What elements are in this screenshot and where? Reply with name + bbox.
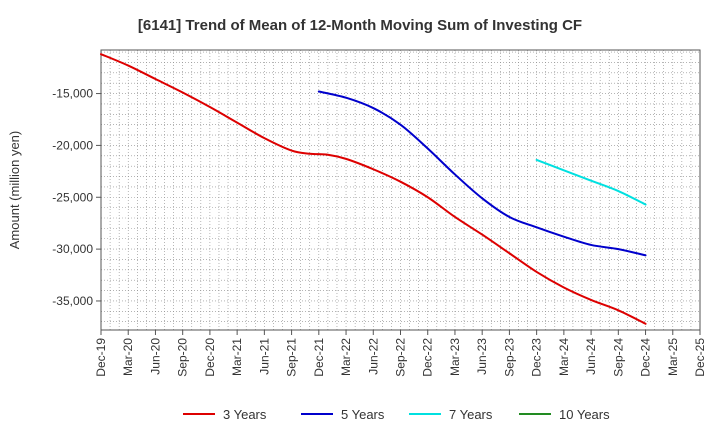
x-tick-label: Mar-20 [121, 338, 135, 376]
grid [101, 50, 700, 330]
legend-label-10-years: 10 Years [559, 407, 610, 422]
legend-label-3-years: 3 Years [223, 407, 267, 422]
x-tick-label: Sep-20 [176, 338, 190, 377]
y-tick-label: -25,000 [52, 190, 93, 204]
y-tick-label: -30,000 [52, 242, 93, 256]
series-line-5-years [317, 90, 647, 257]
y-axis: -15,000 -20,000 -25,000 -30,000 -35,000 [52, 87, 101, 308]
y-tick-label: -35,000 [52, 294, 93, 308]
x-tick-label: Dec-19 [94, 338, 108, 377]
x-tick-label: Jun-20 [148, 338, 162, 375]
x-tick-label: Dec-24 [639, 338, 653, 377]
chart-title: [6141] Trend of Mean of 12-Month Moving … [138, 17, 582, 34]
x-tick-label: Jun-23 [475, 338, 489, 375]
x-tick-label: Mar-24 [557, 338, 571, 376]
x-tick-label: Jun-22 [366, 338, 380, 375]
x-tick-label: Dec-21 [312, 338, 326, 377]
y-tick-label: -20,000 [52, 138, 93, 152]
x-tick-label: Mar-22 [339, 338, 353, 376]
x-tick-label: Sep-22 [394, 338, 408, 377]
x-tick-label: Mar-21 [230, 338, 244, 376]
x-tick-label: Sep-23 [502, 338, 516, 377]
x-tick-label: Dec-22 [421, 338, 435, 377]
x-tick-label: Dec-20 [203, 338, 217, 377]
y-axis-label: Amount (million yen) [7, 131, 22, 250]
legend-label-7-years: 7 Years [449, 407, 493, 422]
y-tick-label: -15,000 [52, 87, 93, 101]
legend: 3 Years 5 Years 7 Years 10 Years [183, 407, 610, 422]
series-line-3-years [100, 53, 647, 325]
x-tick-label: Dec-23 [530, 338, 544, 377]
x-tick-label: Dec-25 [693, 338, 707, 377]
x-axis: Dec-19 Mar-20 Jun-20 Sep-20 Dec-20 Mar-21 Jun-… [94, 330, 707, 377]
series-line-7-years [535, 158, 647, 206]
legend-label-5-years: 5 Years [341, 407, 385, 422]
series-layer [100, 53, 647, 325]
x-tick-label: Sep-24 [611, 338, 625, 377]
x-tick-label: Jun-21 [257, 338, 271, 375]
x-tick-label: Mar-25 [666, 338, 680, 376]
x-tick-label: Jun-24 [584, 338, 598, 375]
x-tick-label: Sep-21 [285, 338, 299, 377]
x-tick-label: Mar-23 [448, 338, 462, 376]
